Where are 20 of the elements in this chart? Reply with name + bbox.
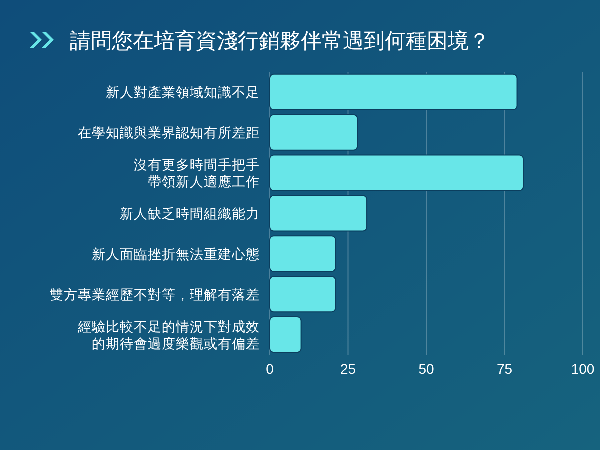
bar [270, 154, 524, 192]
bar [270, 195, 368, 232]
y-tick-label: 在學知識與業界認知有所差距 [78, 126, 260, 141]
x-tick-label: 75 [496, 361, 513, 377]
y-tick-label: 經驗比較不足的情況下對成效的期待會過度樂觀或有偏差 [77, 319, 260, 352]
x-tick-label: 50 [418, 361, 434, 377]
x-tick-label: 100 [571, 361, 595, 377]
x-tick-label: 0 [266, 361, 274, 377]
x-tick-label: 25 [340, 361, 356, 377]
bar [270, 316, 302, 354]
y-tick-label: 新人面臨挫折無法重建心態 [92, 246, 260, 262]
bar [270, 74, 518, 111]
y-tick-label: 沒有更多時間手把手帶領新人適應工作 [134, 158, 260, 190]
bar [270, 276, 336, 313]
y-tick-label: 新人缺乏時間組織能力 [120, 206, 260, 222]
y-tick-label: 雙方專業經歷不對等，理解有落差 [50, 287, 260, 302]
bar [270, 114, 358, 151]
bar [270, 236, 336, 272]
chart-title: 請問您在培育資淺行銷夥伴常遇到何種困境？ [70, 29, 490, 53]
y-tick-label: 新人對產業領域知識不足 [106, 85, 260, 100]
